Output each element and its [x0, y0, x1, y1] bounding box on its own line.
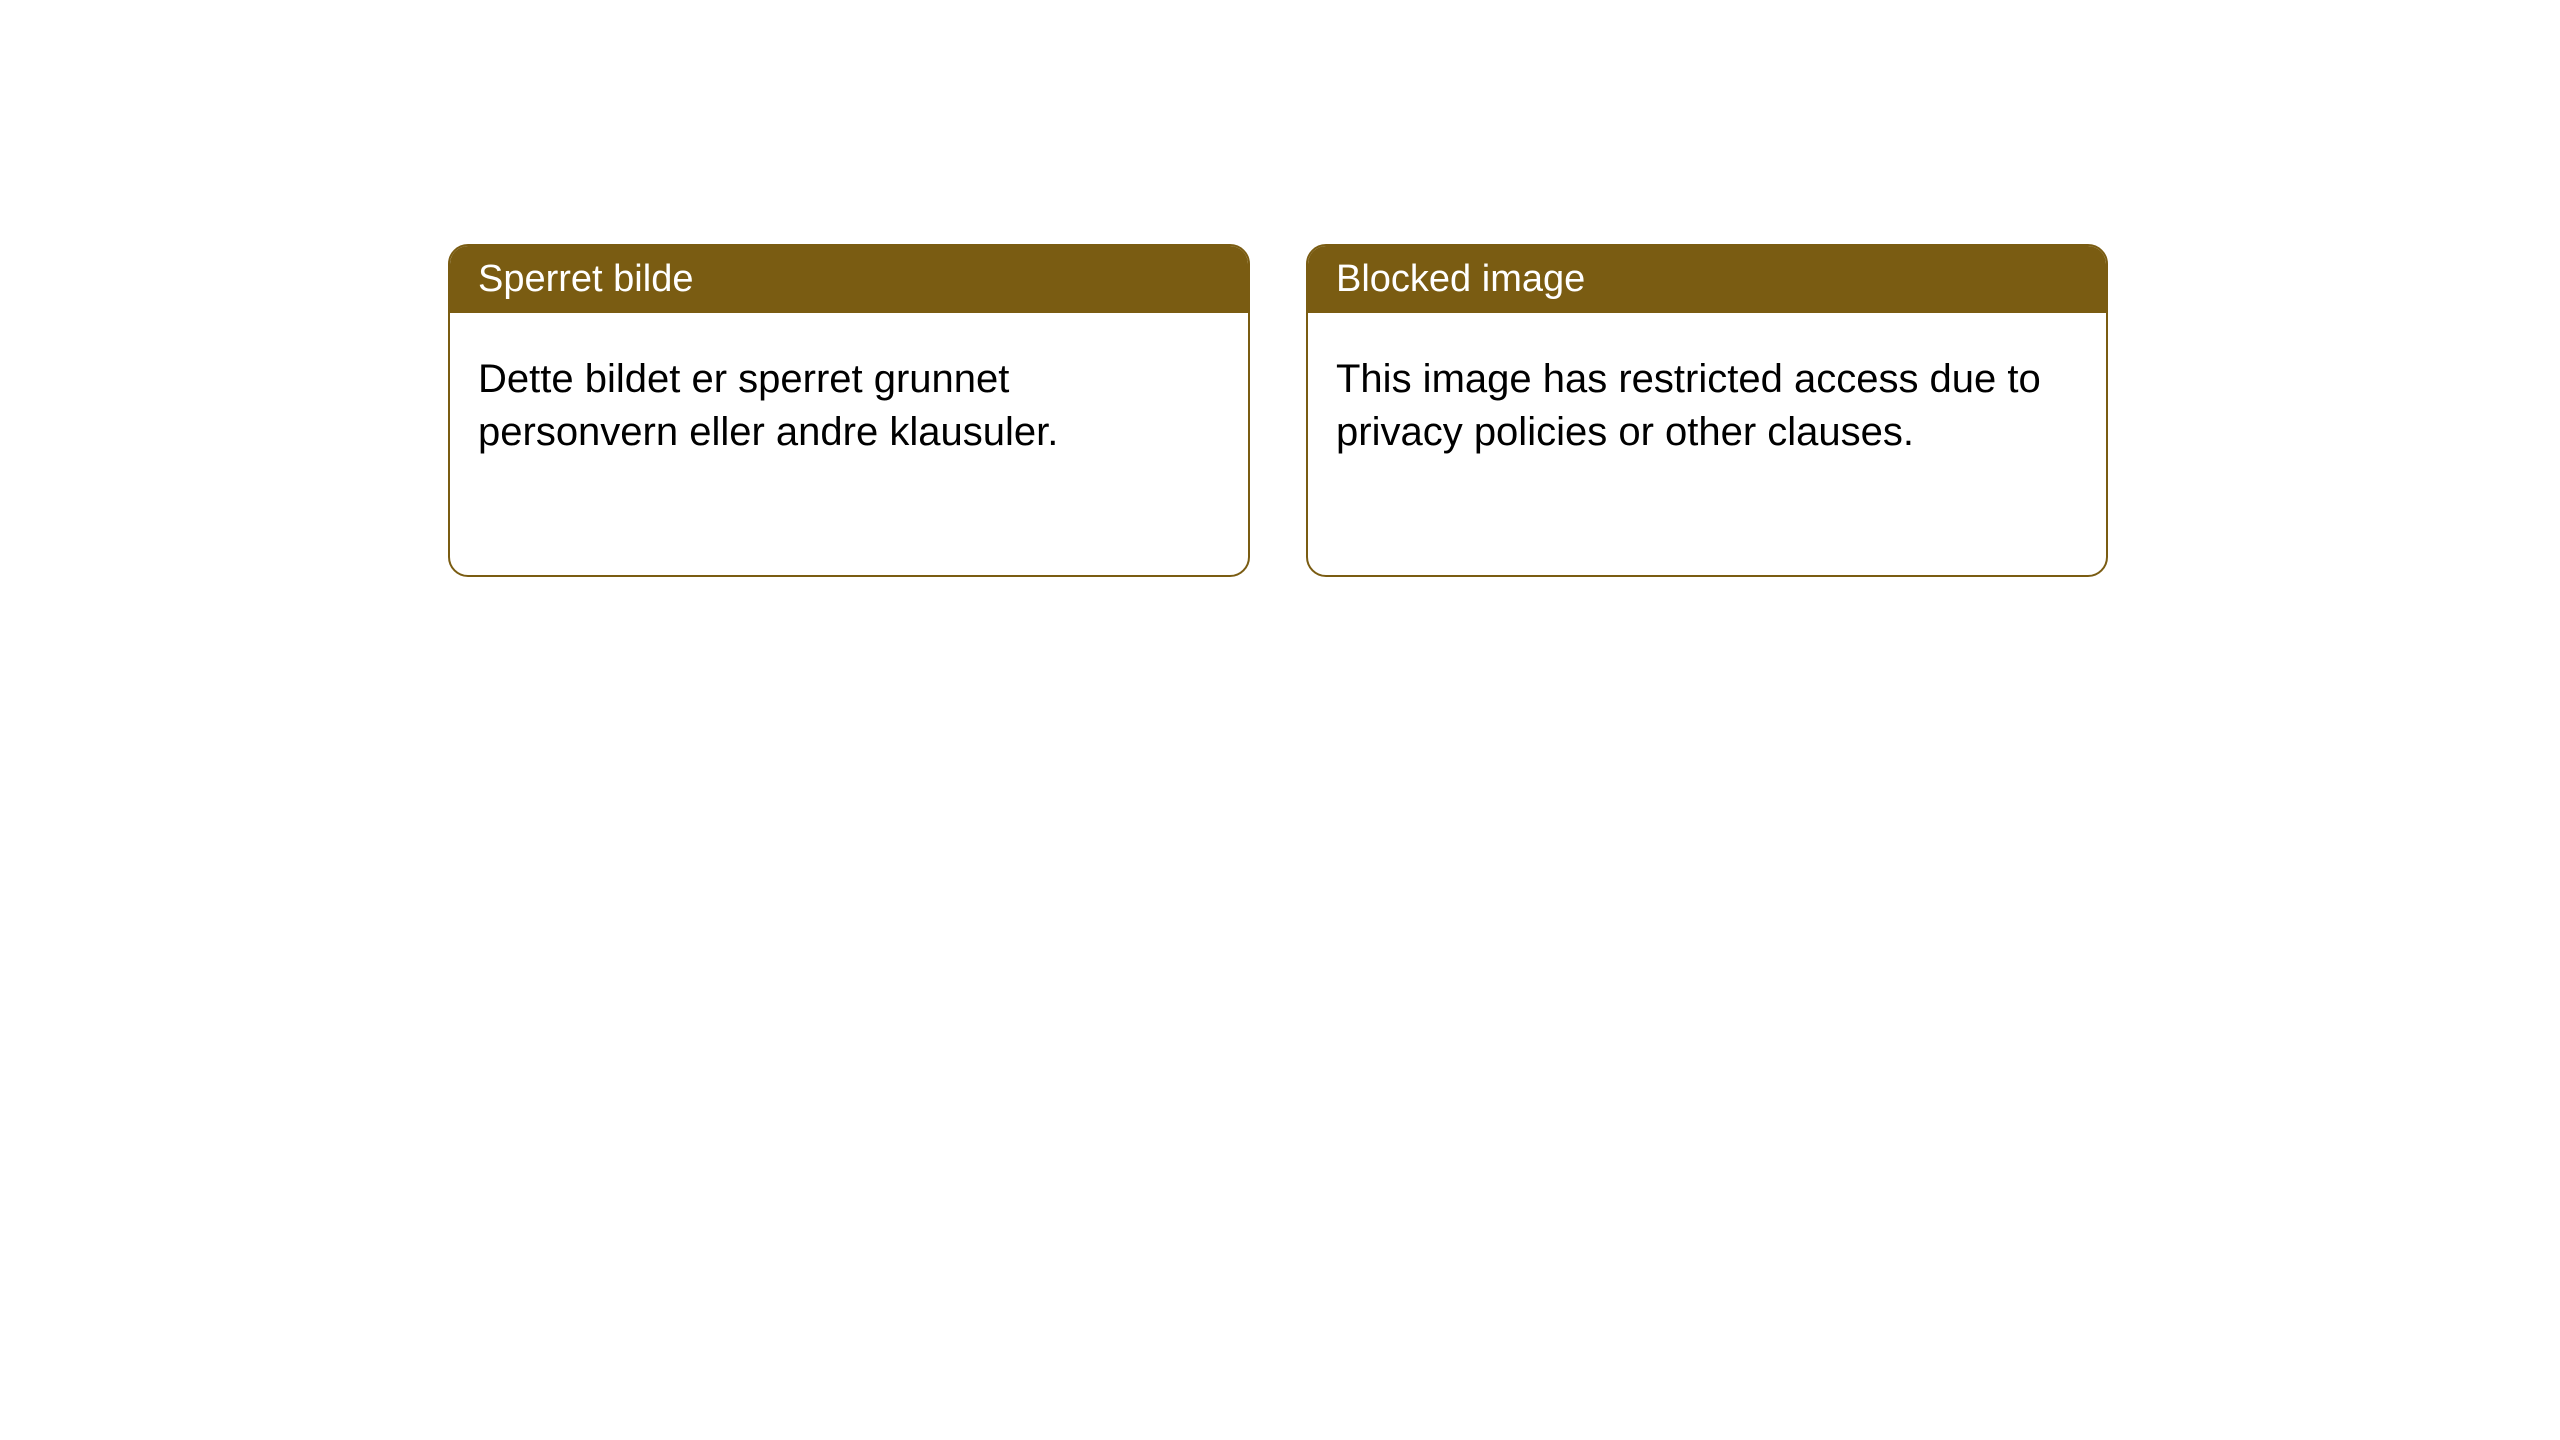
notice-card-norwegian: Sperret bilde Dette bildet er sperret gr…: [448, 244, 1250, 577]
card-title: Sperret bilde: [450, 246, 1248, 313]
card-title: Blocked image: [1308, 246, 2106, 313]
notice-card-english: Blocked image This image has restricted …: [1306, 244, 2108, 577]
notice-cards-container: Sperret bilde Dette bildet er sperret gr…: [448, 244, 2108, 577]
card-body: Dette bildet er sperret grunnet personve…: [450, 313, 1248, 499]
card-body: This image has restricted access due to …: [1308, 313, 2106, 499]
